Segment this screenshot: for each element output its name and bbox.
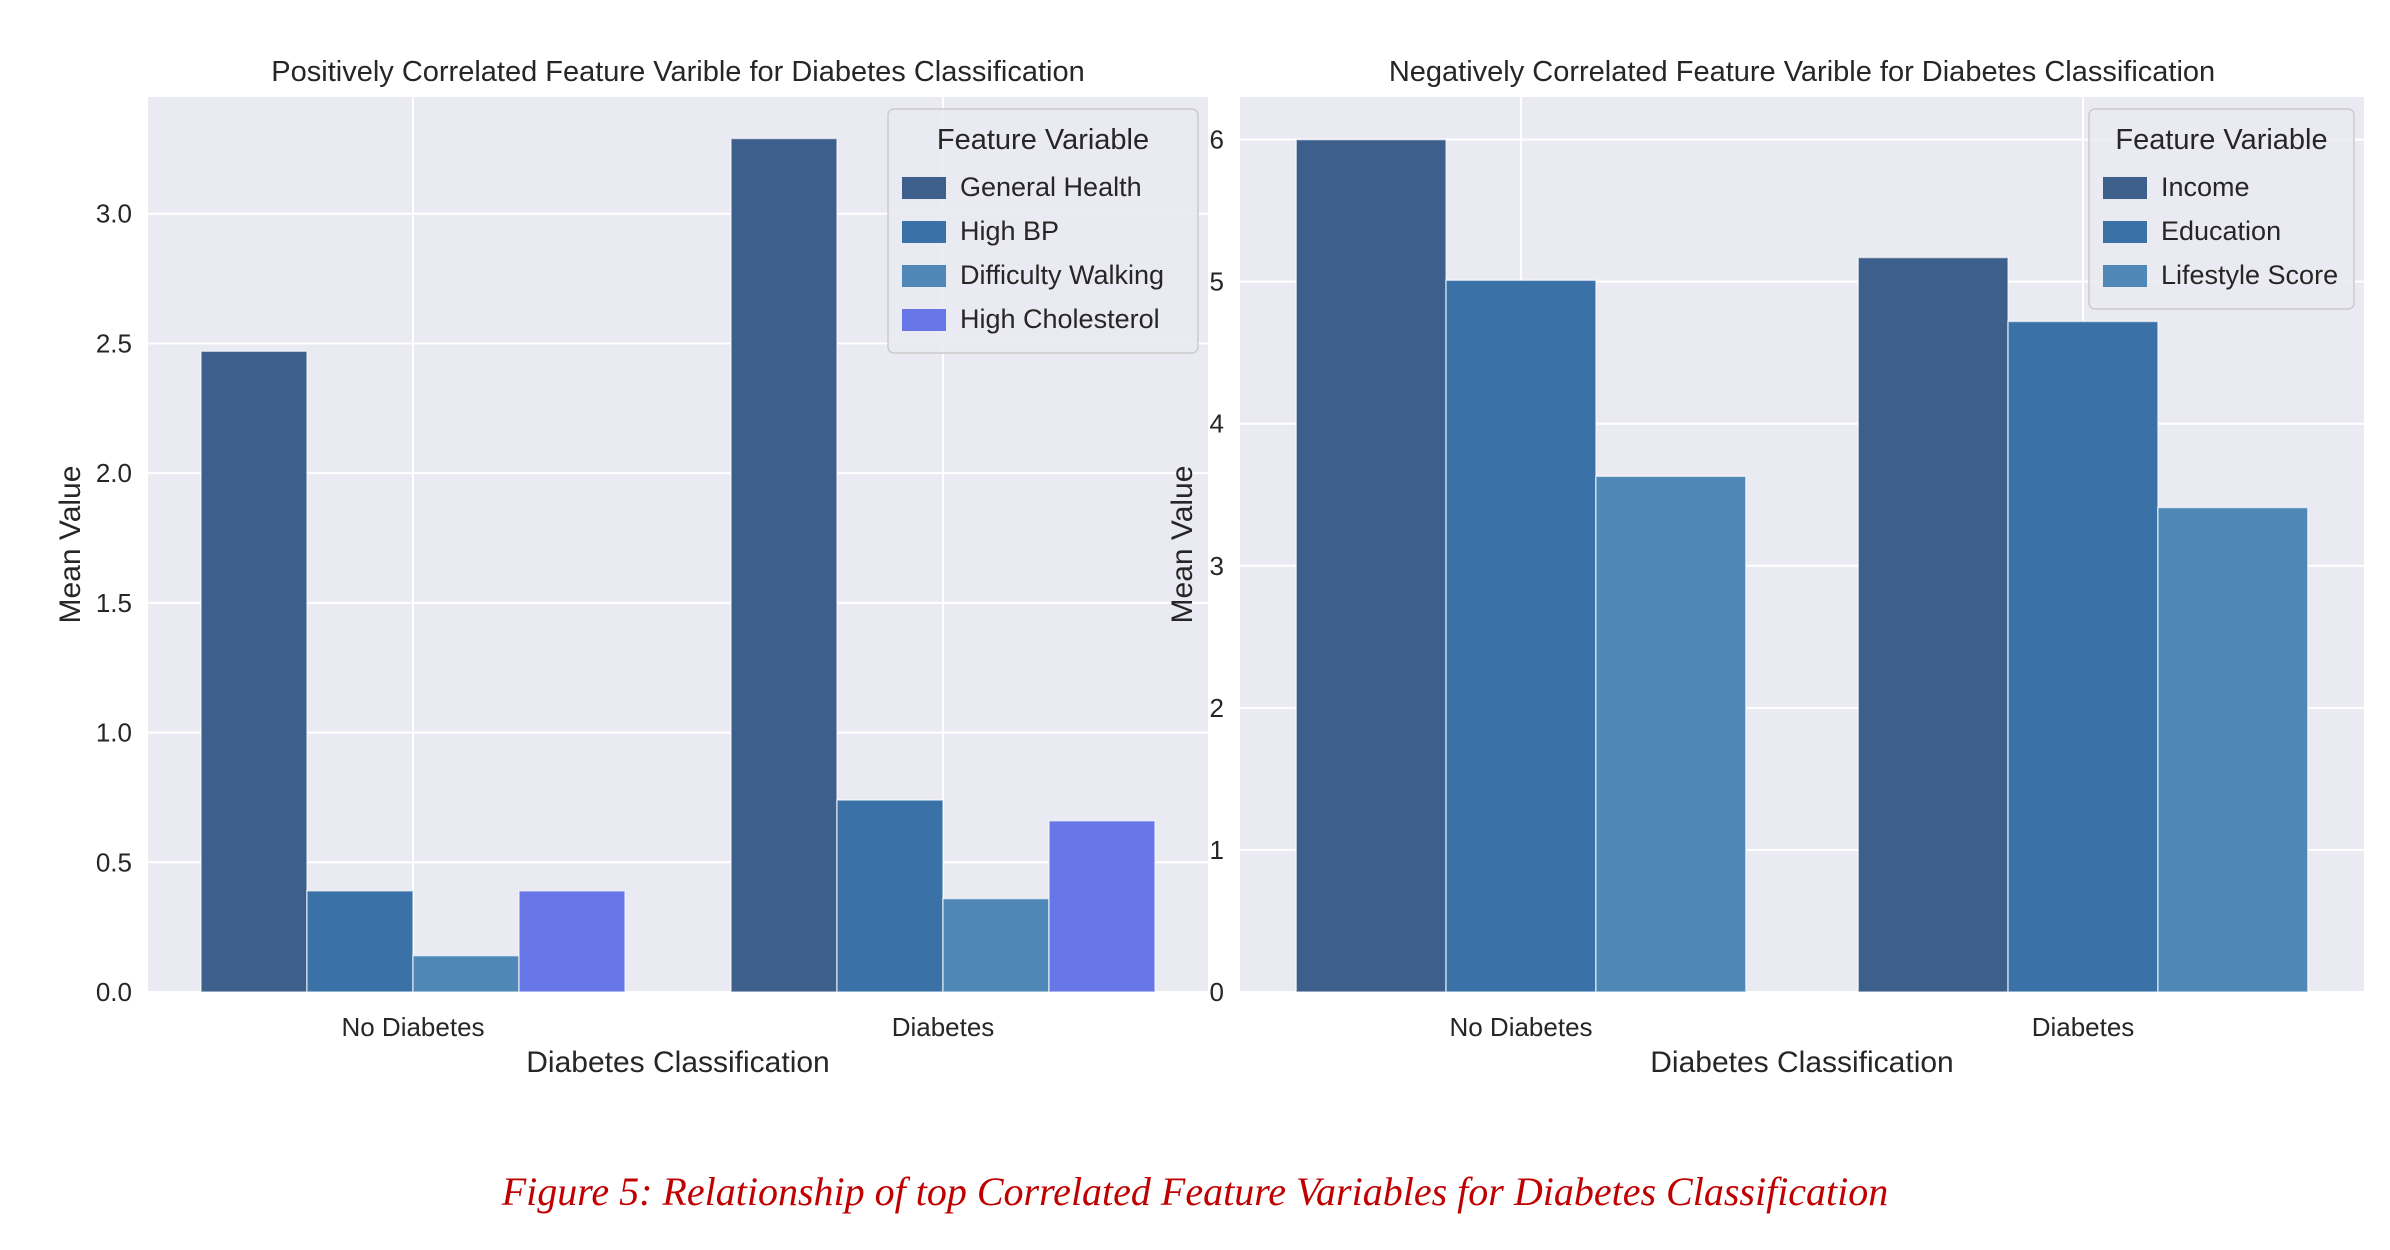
bar-income-no-diabetes	[1295, 138, 1447, 993]
y-axis-label: Mean Value	[54, 466, 87, 624]
y-tick-label: 0.5	[96, 847, 132, 877]
x-tick-label: Diabetes	[892, 1012, 995, 1042]
y-tick-label: 3.0	[96, 199, 132, 229]
legend-entry: Education	[2161, 216, 2281, 246]
figure-caption: Figure 5: Relationship of top Correlated…	[501, 1169, 1889, 1214]
bar-high-bp-no-diabetes	[306, 890, 414, 993]
chart-2: 0 1 2 3 4 5 6 No Diabetes Diabetes Negatively Cor…	[1166, 56, 2364, 1079]
chart-title: Positively Correlated Feature Varible fo…	[271, 56, 1084, 88]
legend-title: Feature Variable	[937, 124, 1149, 156]
bar-difficulty-walking-diabetes	[942, 897, 1050, 993]
legend-title: Feature Variable	[2115, 124, 2327, 156]
y-tick-label: 1.0	[96, 718, 132, 748]
bar-high-cholesterol-no-diabetes	[518, 890, 626, 993]
x-axis-label: Diabetes Classification	[1650, 1046, 1953, 1079]
chart-1: 0.0 0.5 1.0 1.5 2.0 2.5 3.0 No Diabetes Diabetes…	[54, 56, 1208, 1079]
y-tick-label: 2.5	[96, 328, 132, 358]
legend-entry: Lifestyle Score	[2161, 260, 2338, 290]
legend-entry: High Cholesterol	[960, 304, 1160, 334]
y-tick-label: 3	[1210, 551, 1224, 581]
legend-box	[2088, 108, 2355, 310]
x-axis-label: Diabetes Classification	[526, 1046, 829, 1079]
legend-entry: Difficulty Walking	[960, 260, 1164, 290]
legend: Feature Variable General Health High BP Dif…	[887, 108, 1199, 354]
legend-swatch-difficulty-walking	[902, 265, 946, 287]
x-tick-label: No Diabetes	[1449, 1012, 1592, 1042]
legend-swatch-high-bp	[902, 221, 946, 243]
y-tick-label: 6	[1210, 125, 1224, 155]
bar-high-bp-diabetes	[836, 799, 944, 993]
legend-entry: General Health	[960, 172, 1142, 202]
legend-swatch-high-cholesterol	[902, 309, 946, 331]
bar-difficulty-walking-no-diabetes	[412, 954, 520, 993]
y-axis-label: Mean Value	[1166, 466, 1199, 624]
bar-general-health-no-diabetes	[200, 350, 308, 993]
y-tick-label: 1	[1210, 835, 1224, 865]
y-tick-label: 1.5	[96, 588, 132, 618]
y-tick-label: 4	[1210, 409, 1224, 439]
bar-income-diabetes	[1857, 256, 2009, 993]
legend-box	[887, 108, 1199, 354]
legend-entry: Income	[2161, 172, 2250, 202]
bar-lifestyle-score-diabetes	[2157, 506, 2309, 993]
bar-general-health-diabetes	[730, 137, 838, 993]
bar-high-cholesterol-diabetes	[1048, 820, 1156, 993]
legend-swatch-lifestyle-score	[2103, 265, 2147, 287]
bar-lifestyle-score-no-diabetes	[1595, 475, 1747, 993]
x-tick-label: No Diabetes	[341, 1012, 484, 1042]
x-tick-label: Diabetes	[2032, 1012, 2135, 1042]
bar-education-diabetes	[2007, 320, 2159, 993]
y-tick-label: 0	[1210, 977, 1224, 1007]
y-tick-label: 5	[1210, 267, 1224, 297]
legend: Feature Variable Income Education Lifestyle…	[2088, 108, 2355, 310]
y-tick-label: 0.0	[96, 977, 132, 1007]
legend-entry: High BP	[960, 216, 1059, 246]
legend-swatch-general-health	[902, 177, 946, 199]
legend-swatch-income	[2103, 177, 2147, 199]
legend-swatch-education	[2103, 221, 2147, 243]
y-tick-label: 2.0	[96, 458, 132, 488]
chart-title: Negatively Correlated Feature Varible fo…	[1389, 56, 2215, 88]
bar-education-no-diabetes	[1445, 279, 1597, 993]
y-tick-label: 2	[1210, 693, 1224, 723]
